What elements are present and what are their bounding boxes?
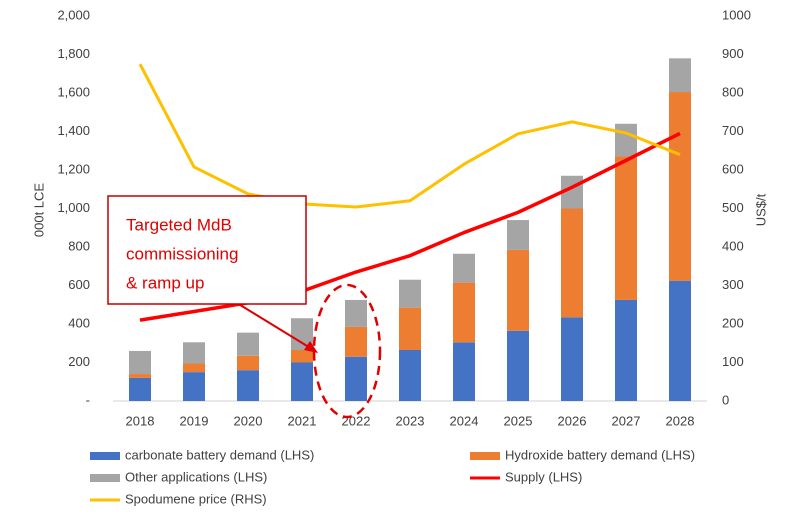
x-tick-label: 2019 [180, 413, 209, 428]
y2-tick-label: 1000 [722, 7, 751, 22]
legend-swatch [90, 452, 120, 460]
legend-label: Other applications (LHS) [125, 469, 267, 484]
bar [291, 318, 313, 350]
bar [399, 307, 421, 350]
y2-tick-label: 200 [722, 315, 744, 330]
bar [237, 355, 259, 371]
y-tick-label: 1,000 [57, 200, 90, 215]
bar [615, 156, 637, 300]
bar [345, 356, 367, 401]
x-tick-label: 2022 [342, 413, 371, 428]
y-tick-label: 200 [68, 354, 90, 369]
y2-tick-label: 700 [722, 123, 744, 138]
bar [669, 280, 691, 401]
y2-tick-label: 900 [722, 46, 744, 61]
y-tick-label: 800 [68, 238, 90, 253]
bar [453, 282, 475, 343]
legend-label: carbonate battery demand (LHS) [125, 447, 314, 462]
x-tick-label: 2027 [612, 413, 641, 428]
y-tick-label: 400 [68, 315, 90, 330]
y-tick-label: 1,800 [57, 46, 90, 61]
bar [129, 377, 151, 401]
y-tick-label: 1,200 [57, 161, 90, 176]
bar [183, 372, 205, 401]
y2-tick-label: 400 [722, 238, 744, 253]
x-tick-label: 2021 [288, 413, 317, 428]
y-tick-label: 1,400 [57, 123, 90, 138]
annotation-text: commissioning [126, 244, 238, 263]
bar [291, 349, 313, 363]
bar [615, 123, 637, 157]
bar [237, 370, 259, 401]
line [139, 131, 681, 322]
annotation-arrow [231, 299, 313, 350]
bar [291, 362, 313, 401]
y-tick-label: 600 [68, 277, 90, 292]
legend-label: Spodumene price (RHS) [125, 491, 267, 506]
annotation-text: & ramp up [126, 273, 204, 292]
bar [615, 299, 637, 401]
bar [669, 92, 691, 281]
bar [561, 208, 583, 318]
bar [507, 330, 529, 401]
legend-swatch [90, 474, 120, 482]
y2-tick-label: 800 [722, 84, 744, 99]
bar [453, 253, 475, 283]
legend-label: Supply (LHS) [505, 469, 582, 484]
bar [345, 326, 367, 357]
y2-tick-label: 600 [722, 161, 744, 176]
legend-label: Hydroxide battery demand (LHS) [505, 447, 695, 462]
annotation-box [107, 195, 307, 305]
x-tick-label: 2028 [666, 413, 695, 428]
bar [561, 317, 583, 401]
y-tick-label: 2,000 [57, 7, 90, 22]
x-tick-label: 2023 [396, 413, 425, 428]
bar [237, 332, 259, 356]
bar [129, 350, 151, 375]
legend-swatch [470, 452, 500, 460]
y2-tick-label: 100 [722, 354, 744, 369]
x-tick-label: 2018 [126, 413, 155, 428]
y2-axis-label: US$/t [753, 193, 768, 226]
bar [399, 349, 421, 401]
annotation-text: Targeted MdB [126, 215, 232, 234]
bar [399, 279, 421, 308]
bar [507, 249, 529, 331]
plot-area: - 200 400 600 800 1,000 1,200 1,400 1,600 1,800 2,… [57, 7, 750, 428]
y-axis-label: 000t LCE [31, 183, 46, 238]
bar [183, 342, 205, 364]
line [138, 63, 681, 209]
x-tick-label: 2025 [504, 413, 533, 428]
highlight-ellipse [312, 283, 382, 419]
y-tick-label: 1,600 [57, 84, 90, 99]
bar [453, 342, 475, 401]
bar [507, 220, 529, 250]
y2-tick-label: 0 [722, 392, 729, 407]
y2-tick-label: 300 [722, 277, 744, 292]
y-tick-label: - [86, 392, 90, 407]
y2-tick-label: 500 [722, 200, 744, 215]
bar [129, 374, 151, 378]
x-tick-label: 2024 [450, 413, 479, 428]
bar [345, 299, 367, 327]
bar [183, 363, 205, 373]
x-tick-label: 2026 [558, 413, 587, 428]
arrow-head [304, 341, 318, 353]
x-tick-label: 2020 [234, 413, 263, 428]
bar [669, 58, 691, 93]
